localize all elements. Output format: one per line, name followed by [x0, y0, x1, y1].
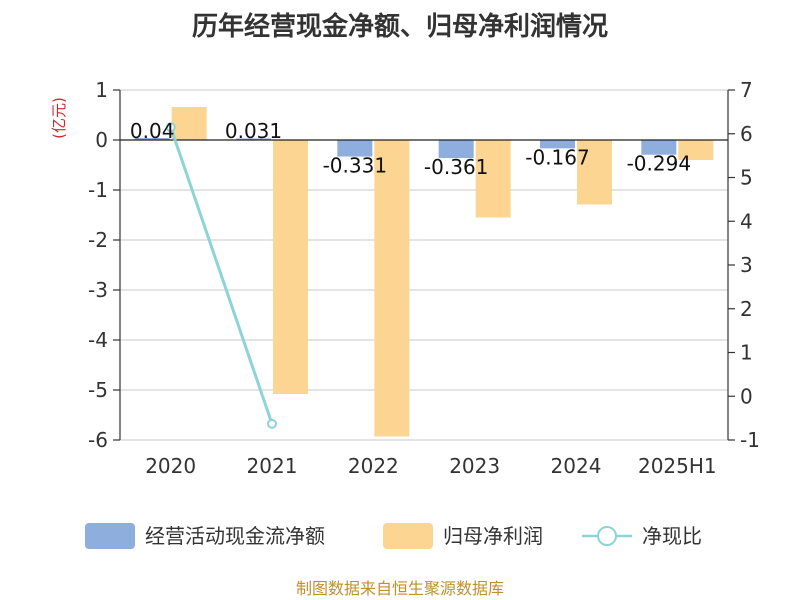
- left-tick-label: -5: [88, 378, 108, 402]
- chart-title: 历年经营现金净额、归母净利润情况: [192, 11, 608, 42]
- line-series: [165, 122, 277, 429]
- right-tick-label: 0: [740, 384, 753, 408]
- data-label-cash-flow-2025H1: -0.294: [627, 152, 691, 176]
- legend: 经营活动现金流净额 归母净利润 净现比: [85, 523, 702, 549]
- bar-net-profit-2025H1: [678, 140, 714, 160]
- legend-label-net-profit: 归母净利润: [443, 524, 543, 548]
- legend-swatch-cash-flow: [85, 523, 135, 549]
- line-net-cash-ratio: [169, 126, 274, 425]
- right-tick-label: 4: [740, 209, 753, 233]
- x-tick-label: 2020: [145, 454, 196, 478]
- right-axis-ticks: 7 6 5 4 3 2 1 0 -1: [728, 78, 760, 452]
- data-labels: 0.04 0.031 -0.331 -0.361 -0.167 -0.294: [130, 119, 691, 179]
- data-label-cash-flow-2022: -0.331: [323, 154, 387, 178]
- point-net-cash-ratio-2020: [165, 122, 176, 133]
- legend-label-net-cash-ratio: 净现比: [642, 524, 702, 548]
- axes: [119, 90, 729, 440]
- right-tick-label: -1: [740, 428, 760, 452]
- bar-cash-flow-2021: [236, 138, 271, 140]
- left-tick-label: 1: [95, 78, 108, 102]
- bar-net-profit-2023: [475, 140, 511, 218]
- data-label-cash-flow-2023: -0.361: [424, 155, 488, 179]
- bar-cash-flow-2025H1: [641, 140, 677, 155]
- bar-net-profit-2024: [577, 140, 612, 205]
- right-tick-label: 5: [740, 166, 753, 190]
- data-label-cash-flow-2024: -0.167: [525, 145, 589, 169]
- right-tick-label: 3: [740, 253, 753, 277]
- point-net-cash-ratio-2021: [267, 418, 277, 429]
- legend-swatch-marker: [597, 526, 617, 546]
- left-tick-label: -1: [88, 178, 108, 202]
- bar-cash-flow-2022: [337, 140, 373, 157]
- right-tick-label: 2: [740, 297, 753, 321]
- bar-cash-flow-2023: [438, 140, 474, 159]
- bar-net-profit-2022: [374, 140, 410, 437]
- x-axis-ticks: 2020 2021 2022 2023 2024 2025H1: [145, 454, 716, 478]
- legend-swatch-net-profit: [383, 523, 433, 549]
- x-tick-label: 2025H1: [638, 454, 717, 478]
- bar-cash-flow-2024: [540, 140, 575, 149]
- data-source-note: 制图数据来自恒生聚源数据库: [296, 579, 504, 598]
- bar-series: [134, 107, 714, 437]
- data-label-cash-flow-2020: 0.04: [130, 119, 175, 143]
- x-tick-label: 2022: [348, 454, 399, 478]
- right-tick-label: 6: [740, 122, 753, 146]
- x-tick-label: 2024: [551, 454, 602, 478]
- left-tick-label: -2: [88, 228, 108, 252]
- left-tick-label: -4: [88, 328, 108, 352]
- left-axis-ticks: 1 0 -1 -2 -3 -4 -5 -6: [88, 78, 120, 452]
- left-tick-label: -6: [88, 428, 108, 452]
- left-tick-label: -3: [88, 278, 108, 302]
- x-tick-label: 2023: [449, 454, 500, 478]
- bar-net-profit-2021: [273, 140, 308, 394]
- bar-net-profit-2020: [171, 107, 207, 140]
- data-label-cash-flow-2021: 0.031: [225, 119, 282, 143]
- x-tick-label: 2021: [247, 454, 298, 478]
- bar-cash-flow-2020: [134, 138, 170, 140]
- legend-label-cash-flow: 经营活动现金流净额: [145, 524, 325, 548]
- right-tick-label: 1: [740, 341, 753, 365]
- left-tick-label: 0: [95, 128, 108, 152]
- grid-lines: [120, 89, 728, 441]
- left-axis-unit: (亿元): [50, 97, 68, 139]
- right-tick-label: 7: [740, 78, 753, 102]
